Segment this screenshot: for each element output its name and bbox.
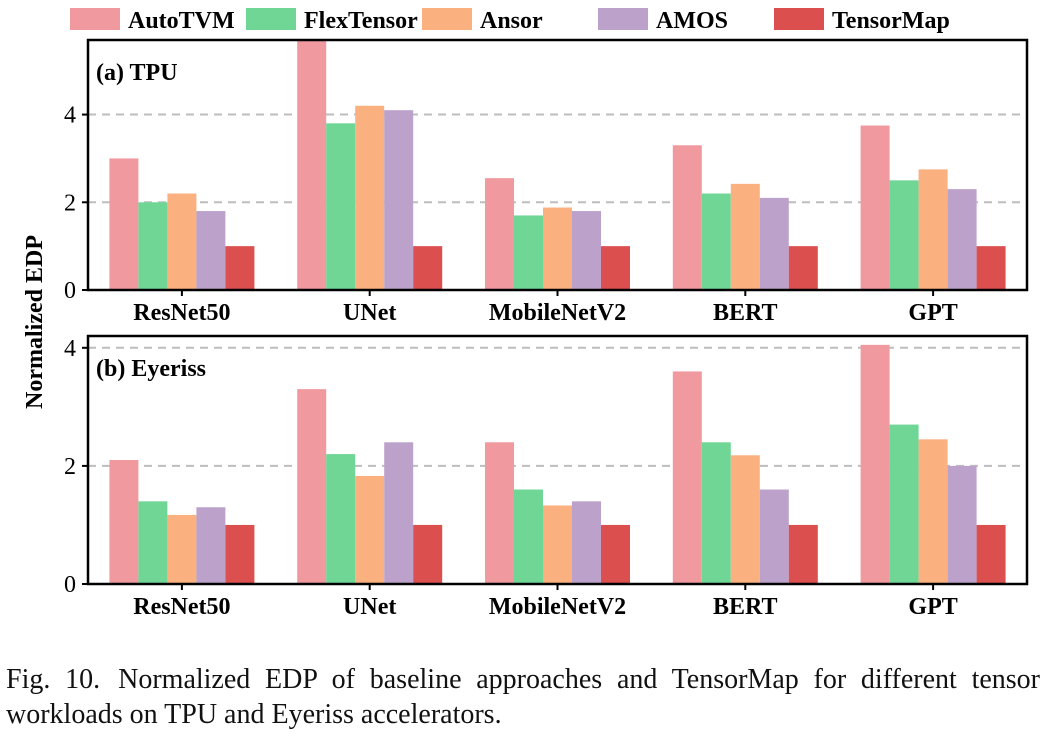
bar-autotvm-unet (297, 389, 327, 584)
caption-text: Normalized EDP of baseline approaches an… (6, 664, 1040, 730)
bar-flextensor-unet (326, 454, 356, 584)
legend-swatch-tensormap (774, 8, 824, 30)
bar-tensormap-mobilenetv2 (601, 246, 630, 290)
chart-legend: AutoTVM FlexTensor Ansor AMOS TensorMap (70, 8, 950, 34)
legend-label-tensormap: TensorMap (832, 8, 950, 34)
bar-tensormap-resnet50 (225, 524, 255, 584)
y-tick-label: 2 (64, 190, 76, 216)
y-tick-label: 0 (64, 278, 76, 304)
legend-label-ansor: Ansor (480, 8, 543, 34)
bar-tensormap-unet (413, 524, 443, 584)
y-tick-label: 4 (64, 336, 76, 362)
bar-amos-gpt (947, 465, 977, 584)
bar-tensormap-resnet50 (225, 246, 255, 290)
legend-swatch-amos (598, 8, 648, 30)
bar-ansor-mobilenetv2 (543, 207, 572, 290)
bar-amos-resnet50 (196, 211, 226, 290)
bar-amos-resnet50 (196, 507, 226, 584)
bar-flextensor-unet (326, 123, 356, 290)
bar-tensormap-unet (413, 246, 443, 290)
x-tick-label-resnet50: ResNet50 (133, 300, 230, 326)
bar-ansor-bert (730, 183, 760, 290)
y-axis-label: Normalized EDP (22, 235, 48, 409)
bar-autotvm-gpt (860, 125, 890, 291)
caption-label: Fig. 10. (6, 664, 101, 695)
x-tick-label-bert: BERT (713, 300, 778, 326)
bar-flextensor-mobilenetv2 (514, 489, 543, 584)
panel-tpu: ResNet50 UNet MobileNetV2 BERT GPT 0 2 4 (a) TPU (64, 38, 1029, 326)
x-tick-label-unet: UNet (343, 594, 396, 620)
bar-flextensor-bert (701, 442, 731, 584)
bar-flextensor-bert (701, 193, 731, 290)
bar-flextensor-gpt (889, 424, 919, 584)
y-tick-label: 4 (64, 103, 76, 129)
bar-autotvm-unet (297, 40, 327, 290)
panel-title: (b) Eyeriss (96, 356, 206, 382)
bar-amos-gpt (947, 189, 977, 290)
bar-flextensor-gpt (889, 180, 919, 290)
legend-swatch-autotvm (70, 8, 120, 30)
bar-amos-unet (384, 442, 414, 584)
bar-ansor-gpt (918, 169, 948, 290)
legend-label-flextensor: FlexTensor (304, 8, 418, 34)
legend-label-autotvm: AutoTVM (128, 8, 235, 34)
panel-eyeriss: ResNet50 UNet MobileNetV2 BERT GPT 0 2 4 (b) Eye… (64, 334, 1029, 620)
bar-ansor-bert (730, 455, 760, 584)
bar-flextensor-mobilenetv2 (514, 215, 543, 290)
bar-ansor-resnet50 (167, 514, 197, 584)
legend-label-amos: AMOS (656, 8, 728, 34)
x-tick-label-bert: BERT (713, 594, 778, 620)
figure-caption: Fig. 10. Normalized EDP of baseline appro… (6, 662, 1040, 732)
bar-ansor-unet (355, 475, 385, 584)
bar-tensormap-bert (788, 524, 818, 584)
bar-autotvm-resnet50 (109, 460, 139, 584)
bar-autotvm-resnet50 (109, 158, 139, 290)
bar-autotvm-mobilenetv2 (485, 442, 514, 584)
panel-title: (a) TPU (96, 60, 178, 86)
bar-amos-bert (759, 197, 789, 290)
x-tick-label-resnet50: ResNet50 (133, 594, 230, 620)
bar-tensormap-gpt (976, 524, 1006, 584)
y-tick-label: 0 (64, 572, 76, 598)
bar-amos-unet (384, 110, 414, 290)
bar-flextensor-resnet50 (138, 501, 168, 584)
panel-frame (86, 334, 1029, 586)
x-tick-label-unet: UNet (343, 300, 396, 326)
bar-ansor-resnet50 (167, 193, 197, 290)
bar-autotvm-bert (672, 371, 702, 584)
x-tick-label-gpt: GPT (908, 594, 957, 620)
y-tick-label: 2 (64, 454, 76, 480)
x-tick-label-mobilenetv2: MobileNetV2 (489, 300, 626, 326)
bar-amos-mobilenetv2 (572, 211, 601, 290)
bar-flextensor-resnet50 (138, 202, 168, 290)
bar-amos-mobilenetv2 (572, 501, 601, 584)
bar-autotvm-gpt (860, 344, 890, 584)
edp-bar-chart-figure: AutoTVM FlexTensor Ansor AMOS TensorMap Norm… (22, 8, 1029, 620)
legend-swatch-flextensor (246, 8, 296, 30)
panel-frame (86, 38, 1029, 292)
bar-ansor-mobilenetv2 (543, 505, 572, 584)
bar-autotvm-mobilenetv2 (485, 178, 514, 290)
bar-amos-bert (759, 489, 789, 584)
bar-autotvm-bert (672, 145, 702, 290)
x-tick-label-mobilenetv2: MobileNetV2 (489, 594, 626, 620)
x-tick-label-gpt: GPT (908, 300, 957, 326)
bar-ansor-gpt (918, 439, 948, 584)
bar-tensormap-gpt (976, 246, 1006, 290)
bar-ansor-unet (355, 105, 385, 290)
bar-tensormap-mobilenetv2 (601, 524, 630, 584)
legend-swatch-ansor (422, 8, 472, 30)
bar-tensormap-bert (788, 246, 818, 290)
